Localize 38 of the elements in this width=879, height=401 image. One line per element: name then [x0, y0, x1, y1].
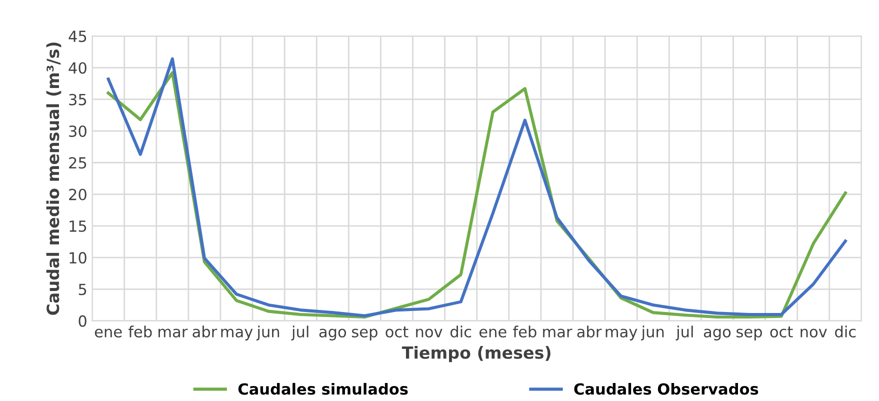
y-tick-label: 30: [69, 125, 86, 138]
x-tick-label: jun: [641, 326, 664, 340]
legend-label: Caudales Observados: [574, 382, 758, 395]
y-tick-label: 35: [69, 94, 86, 106]
x-tick-label: nov: [416, 328, 442, 338]
y-tick-label: 40: [68, 62, 86, 74]
x-tick-label: dic: [835, 326, 856, 338]
y-tick-label: 5: [78, 284, 86, 296]
legend-label: Caudales simulados: [238, 382, 408, 395]
x-tick-label: ene: [94, 328, 122, 338]
x-tick-label: abr: [577, 326, 602, 338]
y-axis-title: Caudal medio mensual (m³/s): [46, 42, 62, 315]
x-tick-label: ago: [704, 328, 731, 340]
x-axis-title: Tiempo (meses): [402, 346, 550, 362]
x-tick-label: feb: [513, 326, 536, 338]
x-tick-label: jul: [291, 326, 308, 340]
y-tick-label: 45: [68, 30, 86, 42]
x-tick-label: ago: [319, 328, 346, 340]
x-tick-label: dic: [450, 326, 472, 338]
x-tick-label: oct: [386, 326, 408, 338]
x-tick-label: may: [606, 328, 638, 340]
y-tick-label: 0: [78, 315, 86, 327]
y-tick-label: 15: [70, 220, 86, 232]
y-tick-label: 20: [69, 188, 86, 200]
x-tick-label: abr: [192, 326, 218, 338]
x-tick-label: nov: [800, 328, 827, 338]
x-tick-label: feb: [128, 326, 152, 338]
x-tick-label: sep: [352, 328, 378, 340]
x-tick-label: oct: [770, 326, 793, 338]
x-tick-label: sep: [736, 328, 762, 340]
y-tick-label: 25: [69, 157, 86, 169]
x-tick-label: jun: [256, 326, 280, 340]
x-tick-label: ene: [479, 328, 506, 338]
y-tick-label: 10: [70, 252, 86, 264]
x-tick-label: mar: [158, 328, 188, 338]
x-tick-label: jul: [676, 326, 693, 340]
x-tick-label: may: [221, 328, 253, 340]
x-tick-label: mar: [543, 328, 572, 338]
